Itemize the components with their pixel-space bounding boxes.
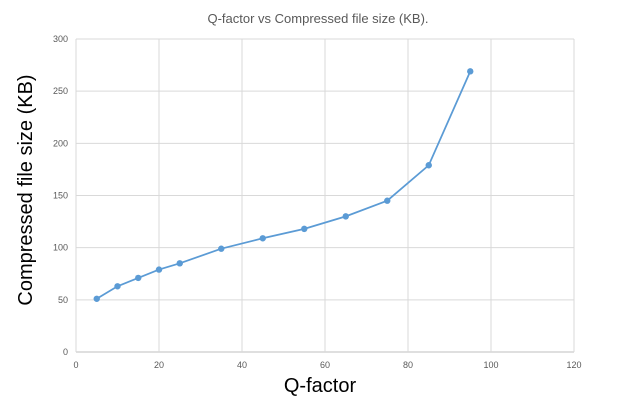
y-tick-label: 300 (53, 34, 68, 44)
x-axis-ticks: 0 20 40 60 80 100 120 (73, 360, 581, 370)
x-tick-label: 20 (154, 360, 164, 370)
y-tick-label: 100 (53, 243, 68, 253)
data-point (135, 274, 142, 282)
gridlines (75, 38, 575, 353)
series-line (96, 70, 472, 300)
x-tick-label: 100 (483, 360, 498, 370)
data-point (259, 235, 266, 242)
data-point (467, 68, 474, 75)
data-point (93, 295, 100, 302)
y-tick-label: 0 (63, 347, 68, 357)
y-tick-label: 50 (58, 295, 68, 305)
data-point (155, 266, 163, 273)
data-point (176, 260, 183, 267)
data-point (301, 225, 308, 233)
x-tick-label: 0 (73, 360, 78, 370)
x-tick-label: 60 (320, 360, 330, 370)
y-axis-ticks: 0 50 100 150 200 250 300 (53, 34, 68, 357)
y-tick-label: 250 (53, 86, 68, 96)
y-tick-label: 200 (53, 138, 68, 148)
data-point (218, 245, 225, 252)
data-point (342, 213, 349, 220)
y-tick-label: 150 (53, 191, 68, 201)
series-group (93, 68, 474, 302)
x-tick-label: 80 (403, 360, 413, 370)
x-axis-label: Q-factor (284, 375, 357, 397)
data-point (425, 162, 432, 169)
x-tick-label: 120 (566, 360, 581, 370)
y-axis-label: Compressed file size (KB) (15, 74, 37, 305)
x-tick-label: 40 (237, 360, 247, 370)
chart-title: Q-factor vs Compressed file size (KB). (207, 11, 428, 26)
data-point (384, 197, 391, 204)
data-point (114, 283, 121, 290)
